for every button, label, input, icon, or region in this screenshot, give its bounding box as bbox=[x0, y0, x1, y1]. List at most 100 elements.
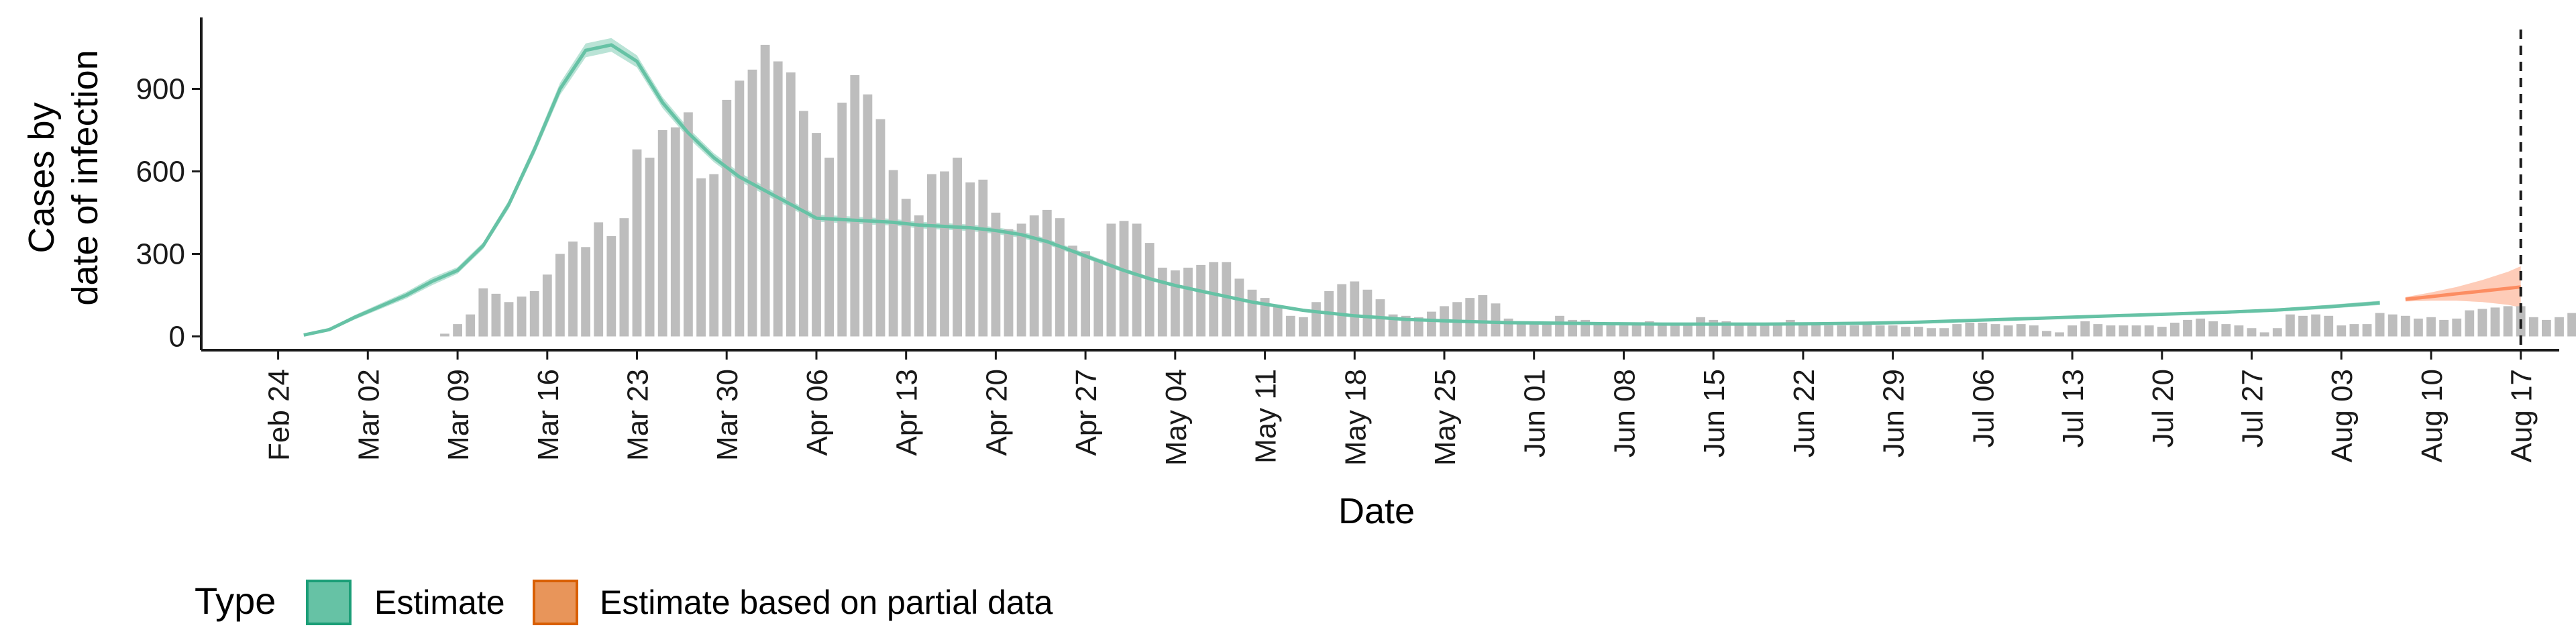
y-tick-label: 300 bbox=[136, 238, 185, 271]
bar bbox=[863, 94, 873, 337]
bar bbox=[1106, 223, 1116, 337]
bar bbox=[2567, 313, 2576, 337]
bar bbox=[1157, 268, 1167, 337]
bar bbox=[812, 133, 821, 337]
bar bbox=[2093, 324, 2103, 337]
bar bbox=[478, 288, 488, 337]
bar bbox=[2029, 325, 2039, 337]
bar bbox=[888, 170, 898, 337]
bar bbox=[504, 302, 514, 337]
bar bbox=[1799, 324, 1808, 337]
bar bbox=[2414, 318, 2423, 337]
x-tick-label: Aug 03 bbox=[2326, 369, 2359, 462]
bar bbox=[696, 178, 706, 337]
partial-estimate-ci-band bbox=[2405, 266, 2521, 308]
bar bbox=[1965, 323, 1975, 337]
bar bbox=[1285, 315, 1295, 337]
bar bbox=[1657, 324, 1667, 337]
bar bbox=[1465, 298, 1475, 337]
bar bbox=[2465, 310, 2475, 337]
bar bbox=[1516, 323, 1526, 337]
bar bbox=[619, 218, 629, 337]
x-tick-label: Mar 02 bbox=[352, 369, 385, 461]
x-tick-label: May 11 bbox=[1250, 369, 1283, 464]
bar bbox=[1747, 324, 1757, 337]
bar bbox=[606, 235, 616, 337]
bar bbox=[1081, 251, 1090, 337]
bar bbox=[901, 199, 911, 337]
bar bbox=[2528, 317, 2538, 337]
bar bbox=[953, 158, 962, 337]
bar bbox=[722, 99, 732, 337]
bar bbox=[1119, 221, 1129, 337]
bar bbox=[2259, 332, 2269, 337]
bar bbox=[2477, 309, 2487, 337]
bar bbox=[555, 254, 565, 337]
x-tick-label: Jul 20 bbox=[2147, 369, 2180, 447]
legend-swatch-partial-estimate bbox=[533, 580, 578, 625]
bar bbox=[1606, 325, 1616, 337]
bar bbox=[927, 174, 936, 337]
x-tick-label: Jun 08 bbox=[1609, 369, 1642, 458]
bar bbox=[684, 112, 693, 337]
bar bbox=[1529, 324, 1539, 337]
bar bbox=[709, 174, 719, 337]
bar bbox=[1452, 302, 1462, 337]
x-tick-label: May 04 bbox=[1160, 369, 1193, 466]
bar bbox=[1068, 246, 1077, 337]
bar bbox=[2555, 317, 2564, 337]
bar bbox=[1811, 324, 1821, 337]
bar bbox=[1849, 325, 1860, 337]
x-tick-label: Mar 30 bbox=[711, 369, 744, 461]
bar bbox=[2298, 315, 2308, 337]
x-tick-label: May 18 bbox=[1339, 369, 1372, 466]
bars bbox=[440, 44, 2576, 337]
bar bbox=[1631, 324, 1642, 337]
bar bbox=[1555, 315, 1564, 337]
bar bbox=[2080, 321, 2090, 337]
bar bbox=[1132, 223, 1142, 337]
legend: Type Estimate Estimate based on partial … bbox=[195, 580, 1053, 625]
bar bbox=[1952, 324, 1962, 337]
bar bbox=[440, 333, 449, 337]
x-tick-label: Mar 09 bbox=[442, 369, 475, 461]
x-tick-label: Mar 16 bbox=[532, 369, 565, 461]
bar bbox=[657, 130, 667, 337]
bar bbox=[914, 215, 924, 337]
bar bbox=[1209, 262, 1219, 337]
bar bbox=[1016, 223, 1026, 337]
bar bbox=[1311, 302, 1321, 337]
x-tick-label: Jun 01 bbox=[1519, 369, 1552, 458]
bar bbox=[1837, 325, 1847, 337]
x-tick-label: Jun 29 bbox=[1878, 369, 1911, 458]
bar bbox=[1042, 209, 1052, 337]
bar bbox=[491, 293, 501, 337]
x-axis-title: Date bbox=[1338, 491, 1415, 531]
bar bbox=[594, 222, 604, 337]
bar bbox=[466, 314, 476, 337]
bar bbox=[2272, 328, 2282, 337]
axes: 0 300 600 900 Feb 24 Mar 02 Mar 09 Mar 16 Mar 23… bbox=[136, 17, 2559, 466]
bar bbox=[2055, 332, 2064, 337]
bar bbox=[568, 241, 578, 337]
bar bbox=[1478, 295, 1488, 337]
bar bbox=[1927, 328, 1936, 337]
bar bbox=[850, 75, 860, 337]
bar bbox=[1593, 323, 1603, 337]
x-tick-label: Aug 17 bbox=[2506, 369, 2538, 462]
bar bbox=[2144, 325, 2154, 337]
x-tick-label: Aug 10 bbox=[2416, 369, 2449, 462]
bar bbox=[1427, 311, 1436, 337]
bar bbox=[1273, 306, 1283, 337]
bar bbox=[2234, 325, 2244, 337]
bar bbox=[2183, 319, 2192, 337]
bar bbox=[2324, 315, 2334, 337]
legend-swatch-estimate bbox=[306, 580, 352, 625]
bar bbox=[1772, 323, 1782, 337]
estimate-lines bbox=[303, 43, 2521, 337]
bar bbox=[1299, 317, 1308, 337]
bar bbox=[1413, 317, 1424, 337]
bar bbox=[2016, 324, 2026, 337]
bar bbox=[2387, 314, 2398, 337]
bar bbox=[799, 111, 808, 337]
